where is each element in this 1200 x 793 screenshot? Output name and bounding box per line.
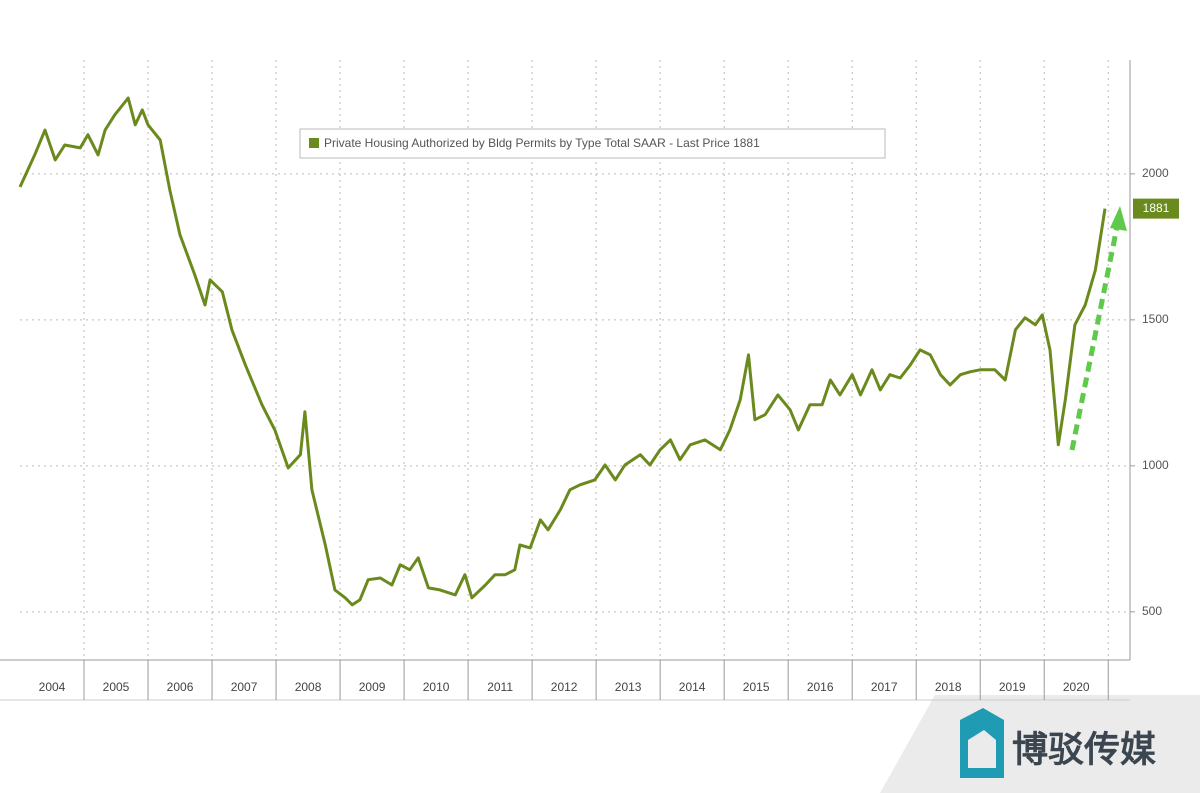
y-tick-label: 1500 <box>1142 312 1169 326</box>
trend-arrow <box>1069 206 1127 451</box>
x-tick-label: 2018 <box>935 680 962 694</box>
watermark-logo: 博驳传媒 <box>960 708 1157 778</box>
last-price-label: 1881 <box>1143 201 1170 215</box>
y-tick-label: 1000 <box>1142 458 1169 472</box>
x-tick-label: 2005 <box>103 680 130 694</box>
x-tick-label: 2012 <box>551 680 578 694</box>
watermark-text: 博驳传媒 <box>1012 729 1157 770</box>
legend: Private Housing Authorized by Bldg Permi… <box>299 128 886 159</box>
y-tick-label: 2000 <box>1142 166 1169 180</box>
last-price-box <box>1133 198 1179 219</box>
x-tick-label: 2015 <box>743 680 770 694</box>
arrow-head <box>1110 206 1127 231</box>
plot: 500 1000 1500 2000 2004 2005 2006 2007 2008 2009 2… <box>0 60 1169 701</box>
x-tick-label: 2011 <box>487 680 513 694</box>
x-tick-label: 2008 <box>295 680 322 694</box>
x-tick-label: 2017 <box>871 680 898 694</box>
x-tick-label: 2007 <box>231 680 258 694</box>
x-tick-label: 2014 <box>679 680 706 694</box>
x-tick-label: 2010 <box>423 680 450 694</box>
legend-box <box>299 128 886 159</box>
y-tick-label: 500 <box>1142 604 1162 618</box>
x-tick-label: 2009 <box>359 680 386 694</box>
x-tick-label: 2019 <box>999 680 1026 694</box>
legend-swatch <box>309 138 319 148</box>
logo-icon-inner <box>968 730 996 768</box>
x-tick-label: 2013 <box>615 680 642 694</box>
plot-area <box>20 60 1130 660</box>
series-line <box>18 96 1107 607</box>
arrow-shaft <box>1069 221 1121 451</box>
x-tick-label: 2016 <box>807 680 834 694</box>
legend-text: Private Housing Authorized by Bldg Permi… <box>324 136 760 150</box>
x-tick-label: 2004 <box>39 680 66 694</box>
x-tick-label: 2006 <box>167 680 194 694</box>
x-tick-label: 2020 <box>1063 680 1090 694</box>
